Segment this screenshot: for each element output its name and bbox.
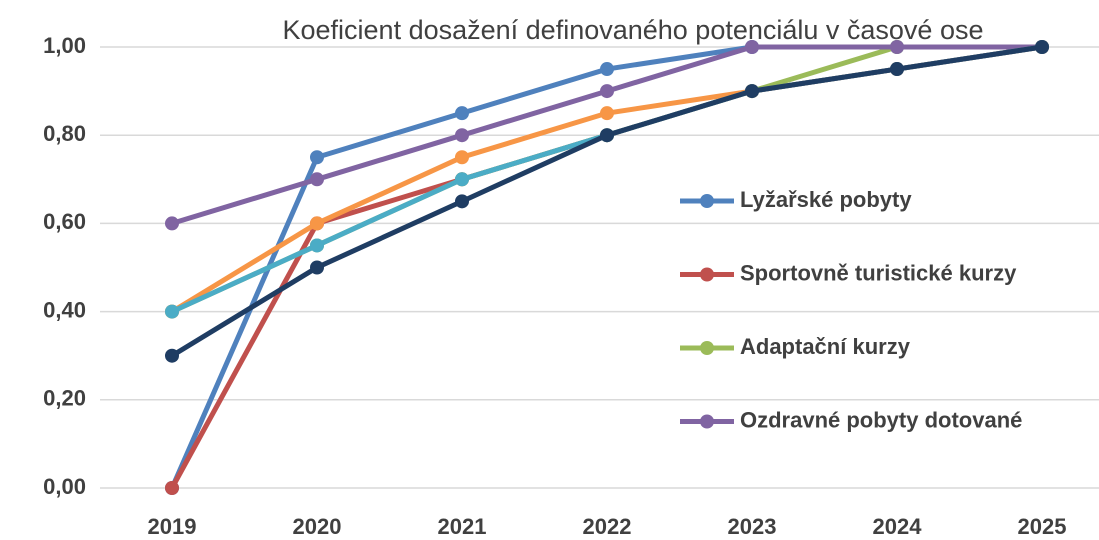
point <box>310 172 324 187</box>
point <box>310 216 324 231</box>
point <box>890 62 904 77</box>
legend-label: Lyžařské pobyty <box>740 187 912 212</box>
x-tick-label: 2025 <box>1018 514 1067 539</box>
point <box>600 62 614 77</box>
point <box>310 238 324 253</box>
legend-label: Ozdravné pobyty dotované <box>740 407 1022 432</box>
series <box>165 40 1049 363</box>
point <box>455 172 469 187</box>
legend-marker <box>700 267 714 282</box>
x-tick-label: 2024 <box>873 514 923 539</box>
point <box>1035 40 1049 54</box>
x-tick-label: 2023 <box>728 514 777 539</box>
legend-marker <box>700 341 714 355</box>
y-tick-label: 0,60 <box>43 209 86 234</box>
legend-marker <box>700 194 714 208</box>
point <box>165 481 179 495</box>
point <box>455 150 469 165</box>
point <box>310 150 324 165</box>
point <box>310 260 324 275</box>
chart-title: Koeficient dosažení definovaného potenci… <box>283 15 984 45</box>
point <box>890 40 904 54</box>
x-tick-label: 2019 <box>148 514 197 539</box>
legend-label: Adaptační kurzy <box>740 334 911 359</box>
point <box>165 304 179 319</box>
point <box>165 348 179 363</box>
point <box>745 84 759 99</box>
x-tick-label: 2022 <box>583 514 632 539</box>
legend-label: Sportovně turistické kurzy <box>740 260 1017 285</box>
point <box>600 128 614 143</box>
y-tick-label: 0,80 <box>43 121 86 146</box>
x-tick-label: 2020 <box>293 514 342 539</box>
x-tick-label: 2021 <box>438 514 487 539</box>
y-tick-label: 0,40 <box>43 297 86 322</box>
point <box>745 40 759 54</box>
y-tick-label: 0,00 <box>43 474 86 499</box>
point <box>165 216 179 231</box>
point <box>600 106 614 121</box>
y-tick-label: 1,00 <box>43 33 86 58</box>
point <box>455 194 469 209</box>
y-tick-label: 0,20 <box>43 386 86 411</box>
point <box>600 84 614 99</box>
point <box>455 106 469 121</box>
legend-marker <box>700 414 714 429</box>
point <box>455 128 469 143</box>
